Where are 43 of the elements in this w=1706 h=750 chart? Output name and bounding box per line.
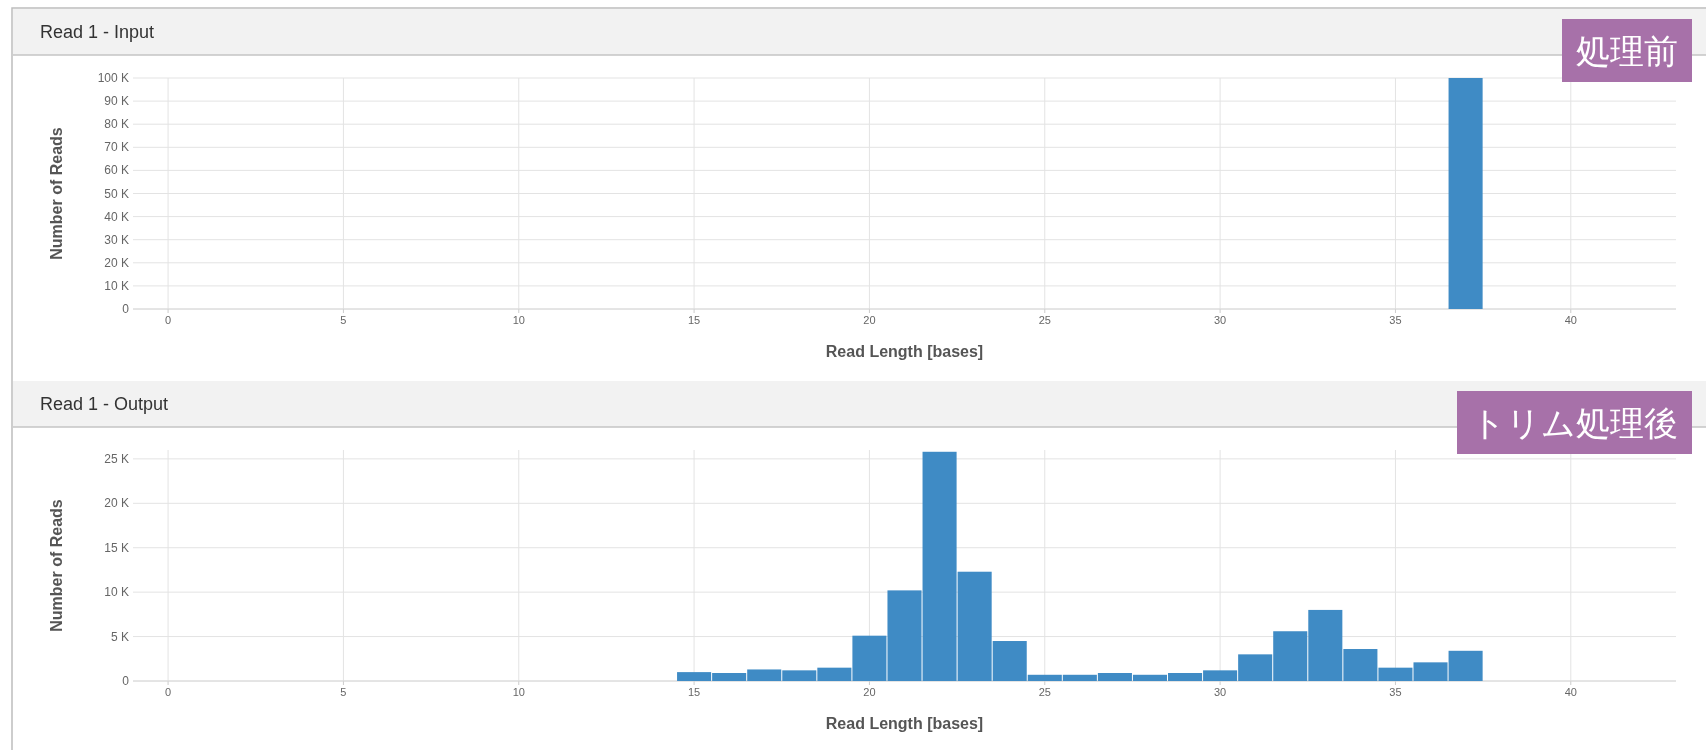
x-tick-label: 25 — [1038, 686, 1051, 698]
y-axis-title: Number of Reads — [48, 127, 65, 260]
x-tick-label: 35 — [1389, 314, 1402, 326]
chart-title: Read 1 - Output — [40, 394, 169, 414]
y-tick-label: 30 K — [104, 232, 129, 247]
y-tick-label: 20 K — [104, 496, 129, 511]
y-tick-label: 90 K — [104, 94, 129, 109]
x-axis-title: Read Length [bases] — [825, 343, 984, 360]
y-tick-label: 20 K — [104, 255, 129, 270]
x-tick-label: 20 — [863, 686, 876, 698]
y-tick-label: 100 K — [97, 71, 129, 85]
x-tick-label: 15 — [687, 686, 701, 698]
y-tick-label: 15 K — [104, 540, 129, 555]
y-tick-label: 60 K — [104, 163, 129, 178]
x-tick-label: 10 — [512, 686, 525, 698]
chart-title: Read 1 - Input — [40, 22, 155, 42]
y-tick-label: 40 K — [104, 209, 129, 224]
y-tick-label: 10 K — [104, 278, 129, 293]
y-tick-label: 5 K — [110, 629, 129, 644]
x-axis-title: Read Length [bases] — [825, 715, 984, 732]
y-tick-label: 25 K — [104, 451, 129, 466]
y-tick-label: 80 K — [104, 117, 129, 132]
text: 処理前 — [1576, 31, 1678, 71]
y-tick-label: 70 K — [104, 140, 129, 155]
x-tick-label: 5 — [340, 686, 347, 698]
x-tick-label: 25 — [1038, 314, 1051, 326]
x-tick-label: 30 — [1213, 314, 1227, 326]
x-tick-label: 20 — [863, 314, 876, 326]
x-tick-label: 15 — [687, 314, 701, 326]
y-axis-title: Number of Reads — [48, 499, 65, 632]
x-tick-label: 35 — [1389, 686, 1402, 698]
x-tick-label: 40 — [1564, 314, 1577, 326]
y-tick-label: 10 K — [104, 585, 129, 600]
x-tick-label: 40 — [1564, 686, 1577, 698]
text: トリム処理後 — [1471, 403, 1678, 443]
x-tick-label: 30 — [1213, 686, 1227, 698]
y-tick-label: 0 — [122, 302, 130, 316]
x-tick-label: 5 — [340, 314, 347, 326]
x-tick-label: 0 — [165, 686, 172, 698]
x-tick-label: 10 — [512, 314, 525, 326]
y-tick-label: 50 K — [104, 186, 129, 201]
x-tick-label: 0 — [165, 314, 172, 326]
y-tick-label: 0 — [122, 674, 130, 688]
